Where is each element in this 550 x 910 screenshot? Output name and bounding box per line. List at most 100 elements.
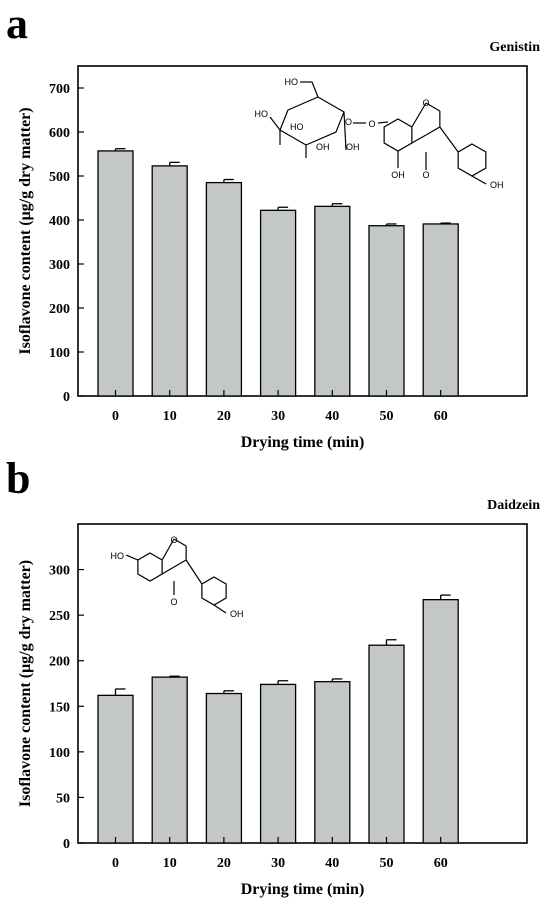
glucose-ring: [279, 96, 345, 146]
bond: [425, 126, 441, 136]
y-tick-label: 250: [49, 609, 70, 624]
bond: [185, 559, 203, 585]
atom-label: OH: [490, 180, 504, 190]
x-tick-label: 40: [325, 409, 339, 424]
bar-50: [368, 644, 405, 844]
atom-label: OH: [391, 170, 405, 180]
bond: [269, 116, 281, 131]
ring-a: [383, 118, 413, 152]
x-tick-label: 10: [163, 856, 177, 871]
y-tick-label: 0: [63, 390, 70, 405]
y-axis-label: Isoflavone content (μg/g dry matter): [17, 107, 34, 354]
x-tick-label: 50: [380, 409, 394, 424]
bar-60: [422, 223, 459, 397]
bond: [173, 538, 187, 547]
x-tick-label: 20: [217, 409, 231, 424]
daidzein-chart: 0 50 100 150 200 250 300 0 10 20 30 40 50 60 Drying ti…: [17, 523, 528, 898]
x-tick-label: 20: [217, 856, 231, 871]
y-tick-label: 700: [49, 82, 70, 97]
atom-label: O: [368, 119, 375, 129]
bond: [377, 121, 389, 124]
error-bar-10: [169, 161, 180, 166]
y-tick-label: 200: [49, 302, 70, 317]
y-tick-label: 200: [49, 655, 70, 670]
genistin-chart: 0 100 200 300 400 500 600 700 0 10 20 30 40 50 60 Dryin…: [17, 65, 528, 451]
x-tick-label: 30: [271, 409, 285, 424]
panel-letter-a: a: [6, 0, 28, 48]
y-tick-label: 300: [49, 564, 70, 579]
x-axis-label: Drying time (min): [241, 881, 365, 898]
panel-daidzein: 0 50 100 150 200 250 300 0 10 20 30 40 50 60 Drying ti…: [0, 455, 550, 910]
bar-20: [205, 181, 243, 397]
bond: [425, 102, 441, 112]
atom-label: HO: [111, 551, 125, 561]
bar-0: [97, 150, 134, 397]
atom-label: O: [345, 117, 352, 127]
y-tick-label: 600: [49, 126, 70, 141]
panel-genistin: 0 100 200 300 400 500 600 700 0 10 20 30 40 50 60 Dryin…: [6, 0, 540, 452]
x-tick-label: 50: [380, 856, 394, 871]
bond: [411, 102, 427, 128]
bond: [411, 134, 427, 144]
atom-label: O: [170, 597, 177, 607]
error-bar-0: [114, 688, 126, 696]
ring-a: [137, 552, 163, 582]
y-tick-label: 0: [63, 837, 70, 852]
bar-30: [259, 683, 297, 844]
bar-40: [314, 681, 351, 844]
y-tick-label: 50: [56, 791, 70, 806]
error-bar-20: [223, 178, 234, 183]
panel-letter-b: b: [6, 454, 31, 503]
error-bar-30: [277, 680, 289, 685]
bond: [439, 126, 459, 153]
bar-0: [97, 694, 134, 844]
error-bar-20: [223, 690, 234, 694]
bar-10: [151, 165, 188, 397]
x-tick-label: 60: [434, 409, 448, 424]
bond: [213, 604, 227, 614]
y-axis-label: Isoflavone content (μg/g dry matter): [17, 560, 34, 807]
x-tick-label: 40: [325, 856, 339, 871]
ring-b: [201, 576, 227, 606]
error-bar-60: [440, 594, 451, 600]
bond: [161, 538, 175, 561]
atom-label: OH: [346, 142, 360, 152]
x-tick-label: 0: [112, 856, 119, 871]
y-tick-label: 100: [49, 746, 70, 761]
daidzein-structure-icon: O O HO OH: [111, 535, 244, 619]
bond: [173, 559, 187, 568]
x-tick-label: 10: [163, 409, 177, 424]
bond: [471, 175, 487, 185]
bar-60: [422, 598, 459, 844]
plot-frame: [77, 523, 528, 844]
x-tick-label: 0: [112, 409, 119, 424]
atom-label: HO: [290, 122, 304, 132]
atom-label: OH: [230, 609, 244, 619]
chart-title-daidzein: Daidzein: [487, 498, 540, 513]
bar-10: [151, 676, 188, 844]
ring-b: [457, 143, 487, 177]
y-tick-label: 500: [49, 170, 70, 185]
x-tick-label: 30: [271, 856, 285, 871]
bond: [343, 111, 347, 151]
atom-label: O: [170, 535, 177, 545]
error-bar-10: [169, 675, 180, 678]
bond: [161, 566, 175, 575]
atom-label: OH: [316, 142, 330, 152]
error-bar-0: [114, 148, 126, 151]
atom-label: O: [422, 98, 429, 108]
error-bar-50: [385, 223, 397, 226]
y-tick-label: 150: [49, 700, 70, 715]
atom-label: HO: [255, 109, 269, 119]
atom-label: HO: [285, 77, 299, 87]
error-bar-40: [331, 203, 343, 207]
y-tick-label: 100: [49, 346, 70, 361]
bar-20: [205, 692, 243, 844]
error-bar-40: [331, 678, 343, 682]
y-tick-label: 300: [49, 258, 70, 273]
bar-40: [314, 205, 351, 397]
plot-frame: [77, 65, 528, 397]
bar-30: [259, 209, 297, 397]
genistin-structure-icon: HO HO HO OH OH O O O O OH OH: [255, 77, 504, 190]
error-bar-30: [277, 206, 289, 211]
